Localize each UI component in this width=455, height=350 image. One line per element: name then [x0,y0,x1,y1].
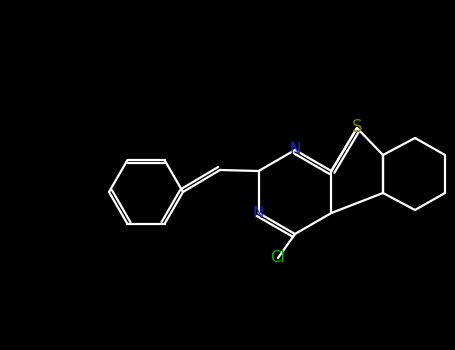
Text: S: S [352,118,362,136]
Text: N: N [253,205,264,220]
Text: N: N [289,142,301,158]
Text: Cl: Cl [271,251,285,266]
